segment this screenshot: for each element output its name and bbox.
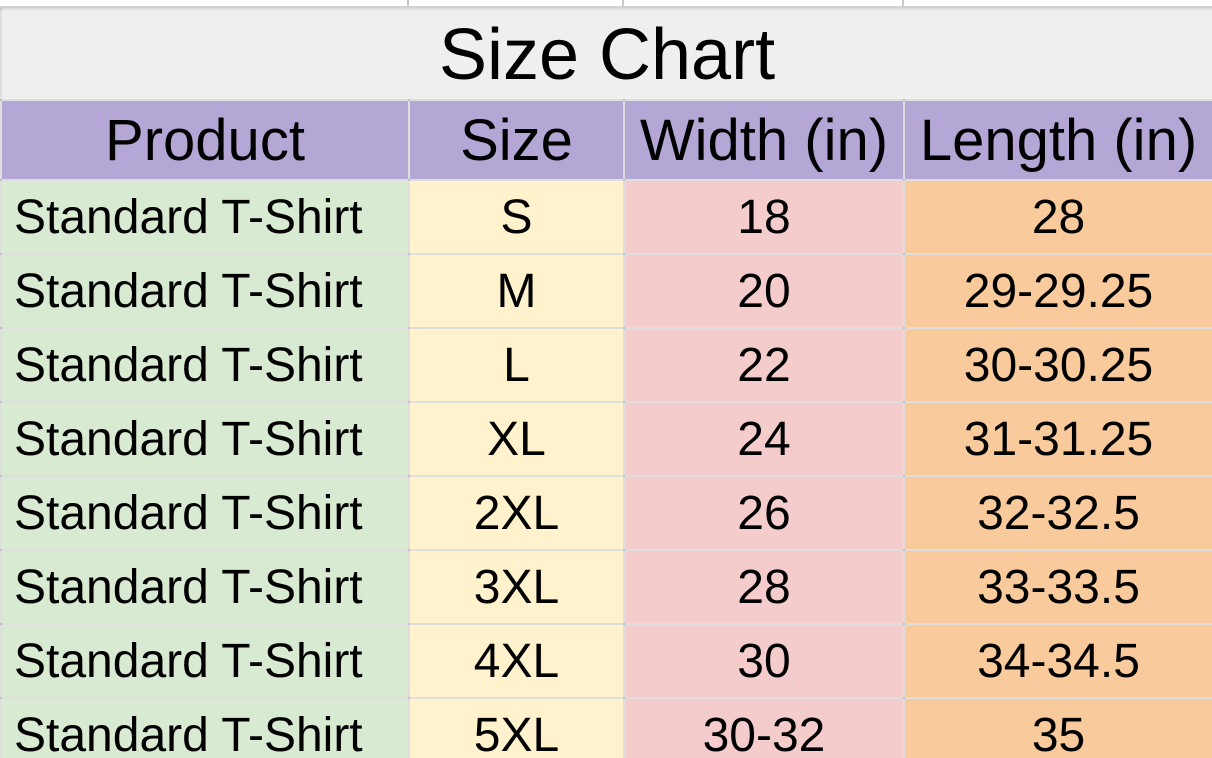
cell-product[interactable]: Standard T-Shirt [0,549,410,625]
cell-product[interactable]: Standard T-Shirt [0,475,410,551]
cell-length[interactable]: 29-29.25 [902,253,1212,329]
cell-size[interactable]: 3XL [408,549,625,625]
cell-size[interactable]: 2XL [408,475,625,551]
column-gridline-tick [407,0,409,6]
table-row: Standard T-Shirt 4XL 30 34-34.5 [0,623,1212,699]
cell-width[interactable]: 22 [623,327,905,403]
table-row: Standard T-Shirt M 20 29-29.25 [0,253,1212,329]
table-row: Standard T-Shirt XL 24 31-31.25 [0,401,1212,477]
cell-size[interactable]: S [408,179,625,255]
cell-size[interactable]: 5XL [408,697,625,758]
table-row: Standard T-Shirt 2XL 26 32-32.5 [0,475,1212,551]
header-cell-product[interactable]: Product [0,99,410,181]
cell-product[interactable]: Standard T-Shirt [0,401,410,477]
header-cell-size[interactable]: Size [408,99,625,181]
table-row: Standard T-Shirt 3XL 28 33-33.5 [0,549,1212,625]
size-chart-table: Size Chart Product Size Width (in) Lengt… [0,8,1212,758]
header-cell-width[interactable]: Width (in) [623,99,905,181]
table-row: Standard T-Shirt S 18 28 [0,179,1212,255]
cell-length[interactable]: 35 [902,697,1212,758]
cell-size[interactable]: M [408,253,625,329]
cell-width[interactable]: 30 [623,623,905,699]
cell-length[interactable]: 31-31.25 [902,401,1212,477]
cell-width[interactable]: 24 [623,401,905,477]
cell-product[interactable]: Standard T-Shirt [0,623,410,699]
cell-product[interactable]: Standard T-Shirt [0,253,410,329]
cell-product[interactable]: Standard T-Shirt [0,179,410,255]
cell-length[interactable]: 32-32.5 [902,475,1212,551]
cell-length[interactable]: 28 [902,179,1212,255]
cell-product[interactable]: Standard T-Shirt [0,327,410,403]
cell-width[interactable]: 30-32 [623,697,905,758]
table-row: Standard T-Shirt 5XL 30-32 35 [0,697,1212,758]
cell-length[interactable]: 30-30.25 [902,327,1212,403]
cell-length[interactable]: 34-34.5 [902,623,1212,699]
cell-length[interactable]: 33-33.5 [902,549,1212,625]
cell-width[interactable]: 28 [623,549,905,625]
cell-size[interactable]: L [408,327,625,403]
column-gridline-tick [902,0,904,6]
header-cell-length[interactable]: Length (in) [902,99,1212,181]
cell-width[interactable]: 26 [623,475,905,551]
cell-width[interactable]: 18 [623,179,905,255]
cell-product[interactable]: Standard T-Shirt [0,697,410,758]
cell-width[interactable]: 20 [623,253,905,329]
table-title-cell[interactable]: Size Chart [0,8,1212,101]
table-row: Standard T-Shirt L 22 30-30.25 [0,327,1212,403]
column-gridline-tick [622,0,624,6]
cell-size[interactable]: 4XL [408,623,625,699]
cell-size[interactable]: XL [408,401,625,477]
adjacent-row-sliver [0,0,1212,8]
